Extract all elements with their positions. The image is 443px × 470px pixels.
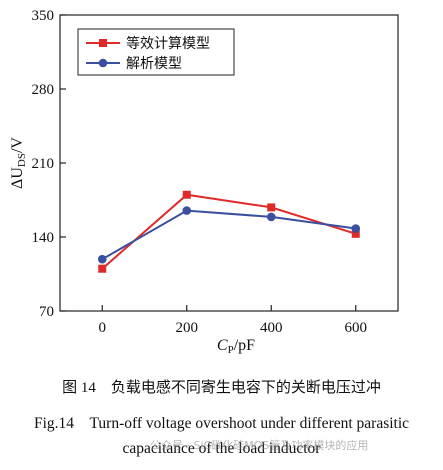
y-axis-title-unit: /V <box>9 137 26 153</box>
x-tick-label: 200 <box>176 320 199 336</box>
y-axis-title: ΔUDS/V <box>9 137 28 189</box>
data-point-square <box>351 229 360 238</box>
series-layer <box>97 190 361 273</box>
caption-chinese: 图 14 负载电感不同寄生电容下的关断电压过冲 <box>62 380 381 396</box>
y-axis-ticks: 70 140 210 280 350 <box>32 8 66 320</box>
x-axis-title-sub: P <box>228 344 234 356</box>
data-point-square <box>182 190 191 199</box>
data-point-circle <box>351 224 361 233</box>
caption-english-line1: Fig.14 Turn-off voltage overshoot under … <box>33 415 410 432</box>
caption-english-line2: capacitance of the load inductor <box>122 440 321 457</box>
legend-marker-equivalent <box>99 39 107 47</box>
y-axis-title-sub: DS <box>16 153 28 167</box>
y-tick-label: 70 <box>39 304 54 320</box>
y-tick-label: 350 <box>32 8 55 24</box>
x-axis-title: CP/pF <box>217 337 255 356</box>
x-axis-title-unit: /pF <box>234 337 255 354</box>
legend-box <box>77 28 235 76</box>
x-tick-label: 600 <box>345 320 368 336</box>
y-tick-label: 280 <box>32 82 55 98</box>
legend-label-analytical: 解析模型 <box>126 56 182 72</box>
x-axis-ticks: 0 200 400 600 <box>99 305 368 336</box>
y-tick-label: 210 <box>32 156 55 172</box>
legend-label-equivalent: 等效计算模型 <box>126 35 210 52</box>
data-point-circle <box>97 254 107 264</box>
x-tick-label: 400 <box>260 320 283 336</box>
series-line-1 <box>101 209 356 261</box>
chart: 70 140 210 280 350 0 200 400 600 ΔUDS/V CP/pF 等… <box>9 8 399 356</box>
x-tick-label: 0 <box>99 320 107 336</box>
legend-marker-analytical <box>98 58 108 68</box>
data-point-square <box>98 264 107 273</box>
legend: 等效计算模型 解析模型 <box>77 28 235 76</box>
data-point-circle <box>266 212 276 222</box>
series-line-0 <box>101 193 357 270</box>
data-point-circle <box>182 206 192 215</box>
y-tick-label: 140 <box>32 230 55 246</box>
x-axis-title-main: C <box>217 337 228 354</box>
watermark: 公众号 · SiC碳化硅MOS管及功率模块的应用 <box>150 439 369 452</box>
y-axis-title-main: ΔU <box>9 167 26 189</box>
data-point-square <box>267 203 276 212</box>
